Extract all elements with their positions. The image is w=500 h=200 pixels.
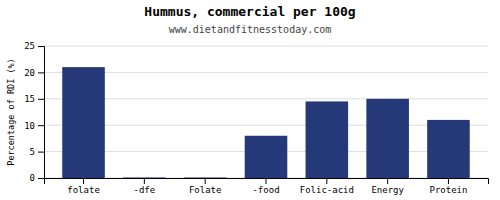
y-tick-label: 10 [24,121,35,131]
y-tick: 25 [24,41,44,51]
y-tick-mark [38,125,44,126]
x-tick-label: folate [67,185,100,195]
y-axis: 0 5 10 15 20 25 [24,41,44,183]
bar [62,67,105,178]
bar [306,101,349,178]
y-tick-mark [38,72,44,73]
x-tick-mark [144,178,145,184]
bar [245,136,288,178]
y-tick-label: 5 [30,147,35,157]
chart-svg: Hummus, commercial per 100g www.dietandfi… [0,0,500,200]
x-tick-label: -food [252,185,279,195]
y-tick: 15 [24,94,44,104]
x-axis-line [45,179,489,185]
plot-area: 0 5 10 15 20 25 folate -dfe Folate -food Folic-aci… [24,41,488,195]
y-tick: 5 [30,147,44,157]
y-tick-mark [38,178,44,179]
x-tick-mark [326,178,327,184]
y-axis-line [38,47,45,179]
y-tick-mark [38,46,44,47]
x-tick-mark [205,178,206,184]
subtitle: www.dietandfitnesstoday.com [169,24,332,35]
x-tick-mark [387,178,388,184]
y-tick: 10 [24,121,44,131]
y-tick-label: 20 [24,68,35,78]
bar [427,120,470,178]
grid [44,46,488,178]
title: Hummus, commercial per 100g [144,4,355,19]
chart-container: Hummus, commercial per 100g www.dietandfi… [0,0,500,200]
x-tick-mark [266,178,267,184]
grid-line [44,72,488,73]
y-tick-mark [38,99,44,100]
bar [366,99,409,178]
grid-line [44,46,488,47]
bar [123,177,166,178]
x-tick: Energy [371,178,404,195]
grid-line [44,98,488,99]
y-tick-label: 25 [24,41,35,51]
x-tick-label: Folate [189,185,222,195]
y-tick-mark [38,152,44,153]
y-tick: 0 [30,173,44,183]
x-tick-mark [83,178,84,184]
y-tick: 20 [24,68,44,78]
x-tick: Folate [189,178,222,195]
x-tick: Folic-acid [300,178,354,195]
x-tick-label: Protein [429,185,467,195]
y-tick-label: 15 [24,94,35,104]
x-tick: Protein [429,178,467,195]
x-tick-label: -dfe [134,185,156,195]
x-tick-mark [448,178,449,184]
grid-line [44,125,488,126]
y-tick-label: 0 [30,173,35,183]
x-tick: folate [67,178,100,195]
x-axis: folate -dfe Folate -food Folic-acid Energy Pro… [45,178,489,195]
x-tick: -dfe [134,178,156,195]
y-axis-title: Percentage of RDI (%) [6,58,16,165]
x-tick: -food [252,178,279,195]
x-tick-label: Folic-acid [300,185,354,195]
bars [62,67,470,178]
x-tick-label: Energy [371,185,404,195]
bar [184,177,227,178]
